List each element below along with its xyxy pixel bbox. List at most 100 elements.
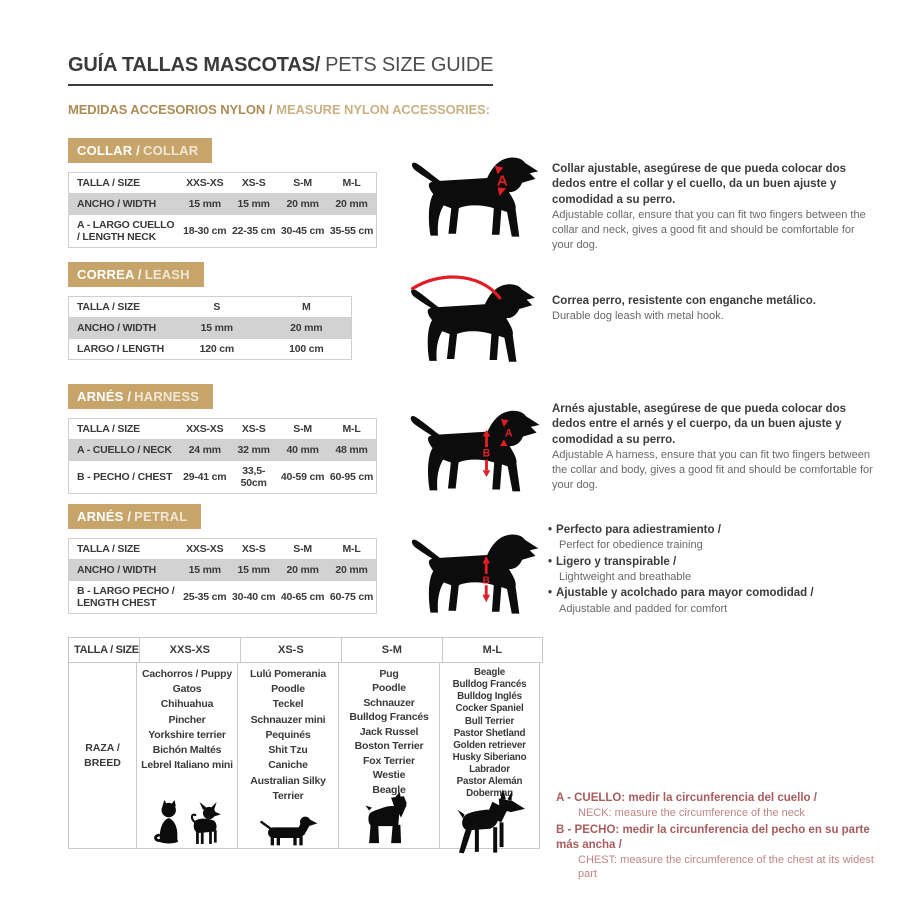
table-header-cell: S-M: [293, 177, 312, 189]
section-collar: COLLAR / COLLAR TALLA / SIZE XXS-XS XS-S S-M…: [68, 138, 377, 248]
collar-description-en: Adjustable collar, ensure that you can f…: [552, 209, 866, 251]
feature-es: • Ajustable y acolchado para mayor comodi…: [548, 586, 878, 601]
table-cell: 32 mm: [237, 444, 270, 456]
leash-section-heading: CORREA / LEASH: [68, 262, 204, 287]
table-row: B - LARGO PECHO / LENGTH CHEST 25-35 cm 30…: [69, 581, 376, 613]
note-b-es: B - PECHO: medir la circunferencia del p…: [556, 824, 870, 852]
feature-es: • Perfecto para adiestramiento /: [548, 523, 878, 538]
table-row: LARGO / LENGTH 120 cm 100 cm: [69, 339, 351, 359]
page-title-en: PETS SIZE GUIDE: [325, 54, 494, 76]
petral-size-table: TALLA / SIZE XXS-XS XS-S S-M M-L ANCHO / WIDT…: [68, 538, 377, 614]
arrow-down-icon: [497, 187, 507, 196]
leash-heading-es: CORREA /: [77, 267, 142, 282]
table-row-label: ANCHO / WIDTH: [77, 564, 157, 576]
table-row-label: B - PECHO / CHEST: [77, 471, 173, 483]
breeds-header-size: TALLA / SIZE: [68, 637, 139, 663]
harness-section-heading: ARNÉS / HARNESS: [68, 384, 214, 409]
note-a-en: NECK: measure the circumference of the n…: [578, 806, 805, 819]
breed-item: Pug: [379, 668, 399, 680]
breeds-header-xs-s: XS-S: [239, 637, 341, 663]
arrow-up-icon: [482, 429, 491, 437]
collar-description: Collar ajustable, asegúrese de que pueda…: [552, 162, 874, 252]
breeds-header-row: TALLA / SIZE XXS-XS XS-S S-M M-L: [68, 637, 543, 663]
table-cell: 20 mm: [335, 564, 368, 576]
breed-item: Schnauzer: [363, 696, 415, 709]
breed-item: Gatos: [172, 683, 202, 696]
table-row: ANCHO / WIDTH 15 mm 15 mm 20 mm 20 mm: [69, 194, 376, 215]
table-cell: 15 mm: [237, 564, 270, 576]
arrow-up-icon: [482, 555, 491, 564]
cat-silhouette-icon: [153, 800, 178, 844]
breeds-list: Pug Poodle Schnauzer Bulldog Francés Jack Ru…: [349, 667, 428, 797]
breed-item: Cachorros / Puppy: [142, 668, 232, 680]
mark-b-label: B: [482, 575, 490, 586]
table-row: TALLA / SIZE XXS-XS XS-S S-M M-L: [69, 173, 376, 194]
collar-dog-illustration: A: [411, 157, 539, 237]
table-cell: 15 mm: [188, 198, 221, 210]
table-header-cell: S-M: [293, 543, 312, 555]
table-header-cell: XS-S: [241, 543, 266, 555]
collar-heading-es: COLLAR /: [77, 143, 140, 158]
table-cell: 40-59 cm: [280, 471, 325, 483]
feature-es-text: Perfecto para adiestramiento /: [556, 524, 721, 536]
table-cell: 20 mm: [335, 198, 368, 210]
breeds-column-m-l: Beagle Bulldog Francés Bulldog Inglés Cocke…: [439, 663, 540, 853]
breeds-list: Cachorros / Puppy Gatos Chihuahua Pincher Yo…: [141, 667, 233, 774]
table-header-cell: XXS-XS: [186, 177, 224, 189]
table-cell: 20 mm: [286, 198, 319, 210]
table-header-cell: M-L: [342, 177, 361, 189]
chihuahua-silhouette-icon: [190, 802, 221, 844]
collar-description-es: Collar ajustable, asegúrese de que pueda…: [552, 163, 846, 206]
table-row-label: ANCHO / WIDTH: [77, 322, 157, 334]
breed-item: Pincher: [168, 713, 206, 726]
petral-section-heading: ARNÉS / PETRAL: [68, 504, 202, 529]
breed-item: Caniche: [268, 759, 308, 772]
page-subtitle: MEDIDAS ACCESORIOS NYLON / MEASURE NYLON …: [68, 102, 490, 117]
harness-heading-es: ARNÉS /: [77, 389, 132, 404]
table-cell: 48 mm: [335, 444, 368, 456]
leash-heading-en: LEASH: [144, 267, 190, 282]
mark-a-label: A: [505, 427, 513, 439]
table-row: ANCHO / WIDTH 15 mm 15 mm 20 mm 20 mm: [69, 560, 376, 581]
page-subtitle-en: MEASURE NYLON ACCESSORIES:: [276, 102, 490, 117]
arrow-up-icon: [499, 439, 508, 447]
dachshund-silhouette-icon: [260, 816, 318, 846]
table-row-label: ANCHO / WIDTH: [77, 198, 157, 210]
breeds-body: RAZA / BREED Cachorros / Puppy Gatos Chihu…: [68, 663, 540, 853]
petral-measure-marks: B: [482, 555, 491, 603]
collar-size-table: TALLA / SIZE XXS-XS XS-S S-M M-L ANCHO / WIDT…: [68, 172, 377, 248]
schnauzer-silhouette-icon: [365, 792, 407, 844]
table-header-cell: TALLA / SIZE: [77, 543, 140, 555]
note-a-es: A - CUELLO: medir la circunferencia del …: [556, 792, 817, 804]
arrow-down-icon: [482, 594, 491, 603]
breeds-row-label: RAZA / BREED: [68, 663, 136, 848]
breeds-silhouettes: [453, 788, 527, 859]
breed-item: Husky Siberiano: [452, 751, 527, 763]
section-leash: CORREA / LEASH TALLA / SIZE S M ANCHO / WIDT…: [68, 262, 352, 360]
table-cell: 30-45 cm: [280, 225, 325, 237]
bullet-icon: •: [548, 524, 553, 536]
table-cell: 120 cm: [199, 343, 235, 355]
leash-size-table: TALLA / SIZE S M ANCHO / WIDTH 15 mm 20 mm LAR…: [68, 296, 352, 360]
leash-line: [410, 275, 502, 300]
table-row: TALLA / SIZE S M: [69, 297, 351, 318]
table-cell: 20 mm: [290, 322, 323, 334]
table-row-label: A - LARGO CUELLO / LENGTH NECK: [77, 219, 175, 243]
collar-heading-en: COLLAR: [142, 143, 199, 158]
harness-heading-en: HARNESS: [134, 389, 200, 404]
table-cell: 15 mm: [188, 564, 221, 576]
feature-es-text: Ligero y transpirable /: [556, 555, 677, 568]
feature-en: Adjustable and padded for comfort: [559, 602, 728, 615]
table-row: TALLA / SIZE XXS-XS XS-S S-M M-L: [69, 539, 376, 560]
table-header-cell: M-L: [342, 423, 361, 435]
table-cell: 22-35 cm: [232, 225, 276, 237]
table-cell: 60-75 cm: [329, 591, 374, 603]
breed-item: Pastor Shetland: [453, 727, 526, 739]
section-petral: ARNÉS / PETRAL TALLA / SIZE XXS-XS XS-S S-M M…: [68, 504, 377, 614]
collar-section-heading: COLLAR / COLLAR: [68, 138, 213, 163]
breed-item: Bichón Maltés: [152, 744, 222, 757]
table-row-label: B - LARGO PECHO / LENGTH CHEST: [77, 585, 175, 609]
table-header-cell: S-M: [293, 423, 312, 435]
breed-item: Labrador: [469, 764, 510, 776]
breeds-silhouettes: [359, 792, 419, 846]
